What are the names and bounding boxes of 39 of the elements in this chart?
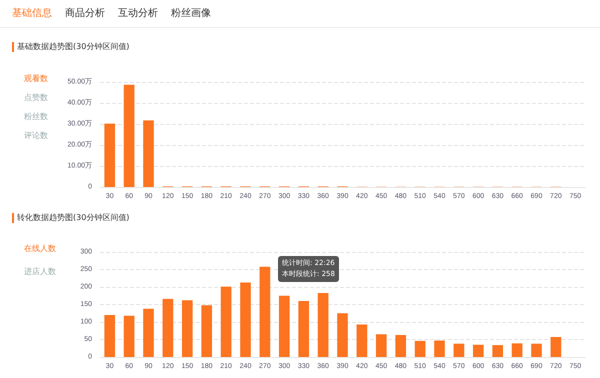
- bar: [124, 316, 134, 357]
- bar: [220, 286, 232, 357]
- chart-title: 基础数据趋势图(30分钟区间值): [12, 42, 130, 52]
- bar: [492, 345, 504, 357]
- bar: [260, 266, 270, 357]
- text: 基础信息: [12, 6, 52, 20]
- text: 商品分析: [65, 6, 105, 20]
- bar: [162, 298, 174, 357]
- bar: [318, 292, 328, 357]
- bar: [512, 343, 522, 357]
- bar: [434, 340, 445, 357]
- text: 在线人数: [24, 243, 56, 254]
- bar: [143, 120, 154, 187]
- text: 互动分析: [118, 6, 158, 20]
- bar: [550, 337, 562, 357]
- bar: [298, 301, 310, 357]
- bar: [104, 315, 116, 357]
- bar: [454, 344, 464, 357]
- bar: [356, 324, 368, 357]
- bar: [201, 305, 212, 357]
- text: 评论数: [24, 130, 48, 141]
- text: 粉丝数: [24, 111, 48, 122]
- bar: [240, 282, 251, 357]
- bar: [414, 340, 426, 357]
- chart-title: 转化数据趋势图(30分钟区间值): [12, 213, 130, 223]
- text: 点赞数: [24, 92, 48, 103]
- bar: [376, 334, 387, 357]
- text: 观看数: [24, 73, 48, 84]
- bar: [472, 344, 484, 357]
- text: 粉丝画像: [171, 6, 211, 20]
- bar: [337, 313, 348, 357]
- text: 进店人数: [24, 266, 56, 277]
- bar: [182, 300, 193, 357]
- bar: [143, 308, 154, 357]
- bar: [531, 344, 542, 357]
- bar: [104, 124, 116, 187]
- bar: [395, 334, 406, 357]
- bar: [124, 84, 134, 187]
- bar: [278, 296, 290, 357]
